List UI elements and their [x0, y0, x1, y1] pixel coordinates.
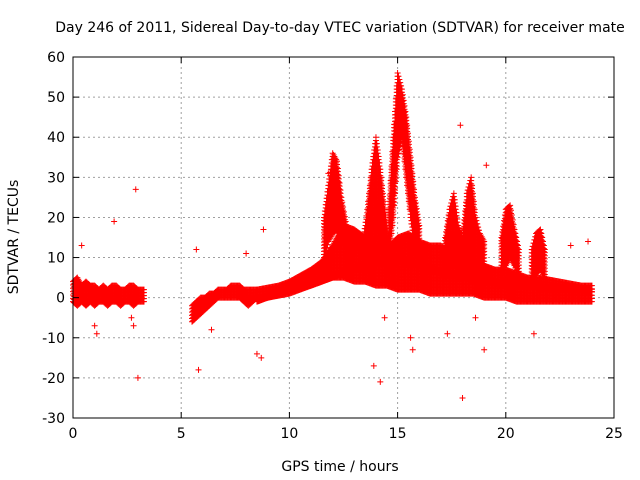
data-points	[70, 70, 595, 401]
